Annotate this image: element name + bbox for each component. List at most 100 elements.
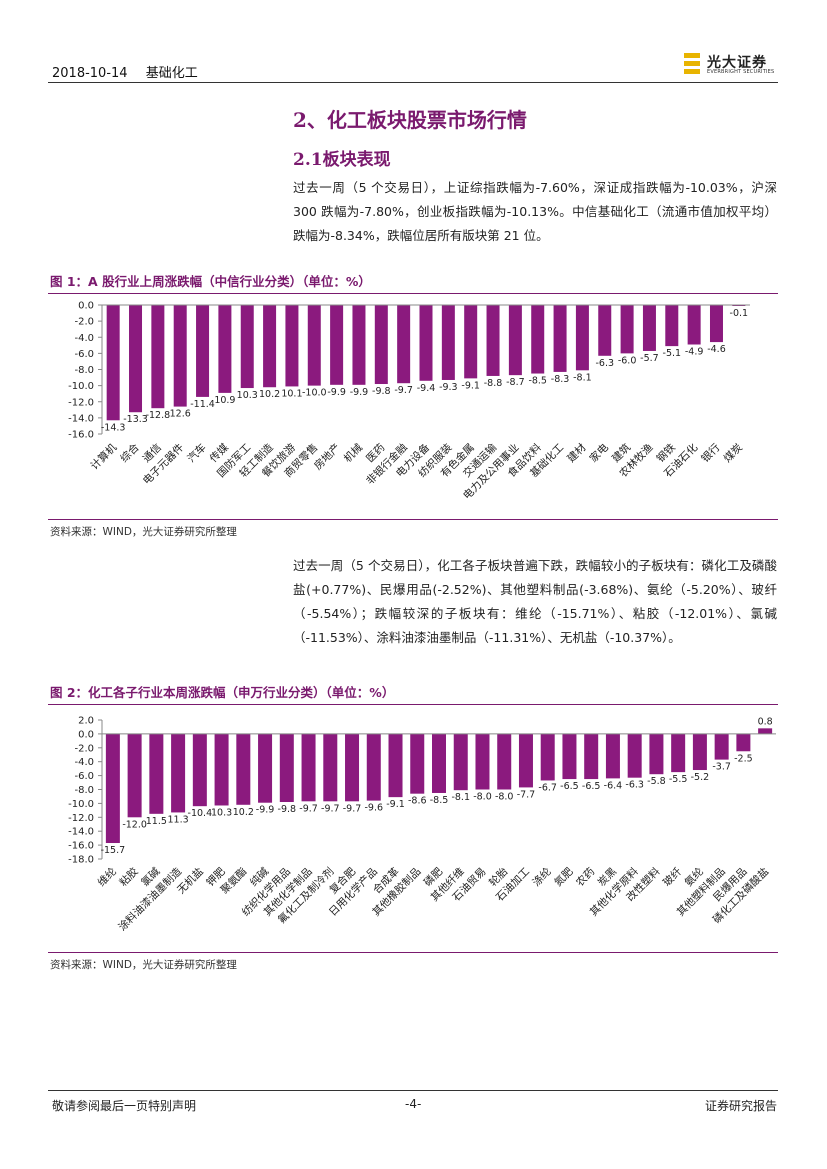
category-label: 综合 bbox=[118, 441, 142, 465]
bar bbox=[475, 733, 490, 790]
category-label: 汽车 bbox=[185, 441, 209, 465]
data-label: -5.7 bbox=[640, 353, 659, 364]
data-label: -5.5 bbox=[669, 774, 688, 785]
bar bbox=[671, 733, 686, 773]
bar bbox=[173, 305, 187, 407]
logo-name-cn: 光大证券 bbox=[707, 55, 767, 71]
category-label: 机械 bbox=[341, 441, 365, 465]
category-label: 维纶 bbox=[95, 865, 119, 889]
data-label: -8.8 bbox=[484, 378, 503, 389]
data-label: -9.8 bbox=[372, 386, 391, 397]
data-label: -2.5 bbox=[734, 753, 753, 764]
data-label: 10.1 bbox=[281, 388, 302, 399]
bar bbox=[240, 305, 254, 389]
bar bbox=[642, 305, 656, 351]
data-label: 10.2 bbox=[259, 389, 280, 400]
subsection-title: 2.1板块表现 bbox=[293, 150, 391, 170]
data-label: -9.9 bbox=[327, 387, 346, 398]
bar bbox=[285, 305, 299, 387]
bar bbox=[106, 305, 120, 421]
bar bbox=[419, 305, 433, 381]
data-label: -8.5 bbox=[528, 376, 547, 387]
bar bbox=[687, 305, 701, 345]
data-label: -15.7 bbox=[101, 845, 126, 856]
bar bbox=[149, 733, 164, 814]
bar bbox=[562, 733, 577, 780]
data-label: 10.3 bbox=[211, 807, 232, 818]
category-label: 计算机 bbox=[88, 441, 120, 473]
bar bbox=[263, 305, 277, 388]
footer-disclaimer: 敬请参阅最后一页特别声明 bbox=[52, 1099, 197, 1113]
category-label: 家电 bbox=[587, 441, 611, 465]
bar bbox=[758, 728, 773, 734]
y-tick-label: -10.0 bbox=[68, 799, 94, 810]
y-tick-label: -4.0 bbox=[74, 333, 94, 344]
y-tick-label: -6.0 bbox=[74, 349, 94, 360]
section-title: 2、化工板块股票市场行情 bbox=[293, 108, 527, 132]
data-label: 10.3 bbox=[237, 390, 258, 401]
data-label: -9.1 bbox=[461, 380, 480, 391]
bar bbox=[620, 305, 634, 354]
figure-1-source: 资料来源：WIND，光大证券研究所整理 bbox=[50, 526, 237, 538]
bar bbox=[453, 733, 468, 791]
bar bbox=[714, 733, 729, 760]
data-label: -11.4 bbox=[190, 399, 215, 410]
y-tick-label: -8.0 bbox=[74, 365, 94, 376]
y-tick-label: -14.0 bbox=[68, 827, 94, 838]
bar bbox=[366, 733, 381, 801]
category-label: 农药 bbox=[573, 865, 597, 889]
figure-1-top-rule bbox=[48, 293, 778, 294]
data-label: -8.1 bbox=[573, 372, 592, 383]
data-label: -9.7 bbox=[343, 803, 362, 814]
bar bbox=[218, 305, 232, 393]
bar bbox=[279, 733, 294, 803]
data-label: -14.3 bbox=[101, 422, 126, 433]
data-label: 0.8 bbox=[758, 716, 773, 727]
header-divider bbox=[48, 82, 778, 83]
data-label: 12.6 bbox=[170, 409, 191, 420]
bar bbox=[301, 733, 316, 802]
data-label: -5.2 bbox=[691, 772, 710, 783]
data-label: -9.7 bbox=[394, 385, 413, 396]
data-label: -9.4 bbox=[417, 383, 436, 394]
data-label: 11.3 bbox=[168, 814, 189, 825]
figure-2-top-rule bbox=[48, 704, 778, 705]
category-label: 氮肥 bbox=[552, 865, 576, 889]
bar bbox=[192, 733, 207, 807]
category-label: 粘胶 bbox=[117, 865, 141, 889]
bar bbox=[410, 733, 425, 794]
data-label: -8.7 bbox=[506, 377, 525, 388]
data-label: -4.6 bbox=[707, 344, 726, 355]
data-label: -6.3 bbox=[625, 780, 644, 791]
data-label: -6.7 bbox=[538, 782, 557, 793]
category-label: 涤纶 bbox=[530, 865, 554, 889]
paragraph-subsector-summary: 过去一周（5 个交易日），化工各子板块普遍下跌，跌幅较小的子板块有：磷化工及磷酸… bbox=[293, 558, 777, 645]
figure-1-bottom-rule bbox=[48, 519, 778, 520]
figure-2-bottom-rule bbox=[48, 952, 778, 953]
bar bbox=[330, 305, 344, 385]
figure-2-title: 图 2：化工各子行业本周涨跌幅（申万行业分类）（单位：%） bbox=[50, 685, 395, 700]
figure-2-bar-chart: 2.0 0.0 -2.0 -4.0 -6.0 -8.0 -10.0 -12.0 -14.0 -16… bbox=[68, 716, 776, 934]
data-label: -6.0 bbox=[618, 355, 637, 366]
bar bbox=[649, 733, 664, 775]
y-tick-label: -2.0 bbox=[74, 317, 94, 328]
y-tick-label: -16.0 bbox=[68, 430, 94, 441]
bar bbox=[388, 733, 403, 798]
logo-mark-icon bbox=[684, 53, 700, 74]
paragraph-market-summary: 过去一周（5 个交易日），上证综指跌幅为-7.60%，深证成指跌幅为-10.03… bbox=[293, 180, 777, 243]
data-label: -5.1 bbox=[663, 348, 682, 359]
bar bbox=[374, 305, 388, 385]
data-label: -6.5 bbox=[560, 781, 579, 792]
data-label: -9.3 bbox=[439, 382, 458, 393]
data-label: -9.9 bbox=[256, 805, 275, 816]
y-tick-label: -12.0 bbox=[68, 813, 94, 824]
data-label: -9.9 bbox=[350, 387, 369, 398]
y-tick-label: -12.0 bbox=[68, 397, 94, 408]
bar bbox=[323, 733, 338, 802]
y-tick-label: 0.0 bbox=[78, 301, 94, 312]
y-tick-label: -4.0 bbox=[74, 757, 94, 768]
data-label: -9.6 bbox=[365, 803, 384, 814]
report-header: 2018-10-14 基础化工 bbox=[52, 62, 212, 81]
category-label: 煤炭 bbox=[721, 441, 745, 465]
bar bbox=[171, 733, 186, 813]
